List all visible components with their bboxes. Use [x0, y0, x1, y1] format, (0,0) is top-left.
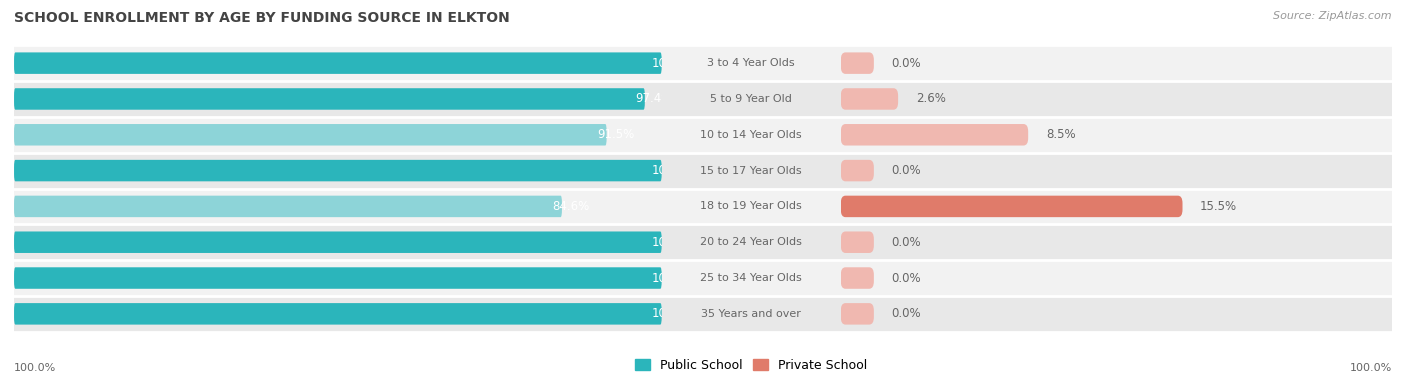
Text: 100.0%: 100.0%: [652, 164, 696, 177]
Bar: [841, 45, 1392, 81]
Bar: [14, 188, 662, 224]
Bar: [14, 260, 662, 296]
FancyBboxPatch shape: [14, 267, 662, 289]
Text: 2.6%: 2.6%: [915, 92, 946, 106]
Text: 100.0%: 100.0%: [652, 307, 696, 320]
Text: 18 to 19 Year Olds: 18 to 19 Year Olds: [700, 201, 801, 211]
Bar: [662, 296, 1406, 332]
Bar: [662, 45, 1406, 81]
Bar: [841, 188, 1392, 224]
Text: 100.0%: 100.0%: [652, 236, 696, 249]
Text: Source: ZipAtlas.com: Source: ZipAtlas.com: [1274, 11, 1392, 21]
Text: 100.0%: 100.0%: [1350, 363, 1392, 373]
Text: 0.0%: 0.0%: [891, 307, 921, 320]
Text: 97.4%: 97.4%: [636, 92, 672, 106]
Text: 100.0%: 100.0%: [14, 363, 56, 373]
FancyBboxPatch shape: [841, 303, 875, 325]
FancyBboxPatch shape: [14, 160, 662, 181]
Text: 15 to 17 Year Olds: 15 to 17 Year Olds: [700, 166, 801, 176]
Text: 84.6%: 84.6%: [553, 200, 589, 213]
Text: 0.0%: 0.0%: [891, 57, 921, 70]
Bar: [14, 224, 662, 260]
Text: 100.0%: 100.0%: [652, 57, 696, 70]
FancyBboxPatch shape: [14, 231, 662, 253]
Text: 15.5%: 15.5%: [1201, 200, 1237, 213]
Bar: [841, 296, 1392, 332]
Bar: [14, 45, 662, 81]
Text: 8.5%: 8.5%: [1046, 128, 1076, 141]
Text: SCHOOL ENROLLMENT BY AGE BY FUNDING SOURCE IN ELKTON: SCHOOL ENROLLMENT BY AGE BY FUNDING SOUR…: [14, 11, 510, 25]
Bar: [662, 188, 1406, 224]
Bar: [662, 117, 1406, 153]
Text: 91.5%: 91.5%: [598, 128, 634, 141]
Bar: [14, 81, 662, 117]
Bar: [841, 153, 1392, 188]
FancyBboxPatch shape: [14, 196, 562, 217]
Text: 3 to 4 Year Olds: 3 to 4 Year Olds: [707, 58, 794, 68]
FancyBboxPatch shape: [841, 52, 875, 74]
Text: 0.0%: 0.0%: [891, 271, 921, 285]
FancyBboxPatch shape: [14, 52, 662, 74]
Text: 20 to 24 Year Olds: 20 to 24 Year Olds: [700, 237, 803, 247]
Text: 0.0%: 0.0%: [891, 164, 921, 177]
Bar: [662, 260, 1406, 296]
Text: 0.0%: 0.0%: [891, 236, 921, 249]
FancyBboxPatch shape: [841, 267, 875, 289]
Bar: [14, 117, 662, 153]
Bar: [841, 260, 1392, 296]
FancyBboxPatch shape: [14, 88, 645, 110]
Bar: [14, 296, 662, 332]
Bar: [841, 81, 1392, 117]
FancyBboxPatch shape: [14, 124, 606, 146]
FancyBboxPatch shape: [841, 231, 875, 253]
FancyBboxPatch shape: [841, 124, 1028, 146]
Bar: [841, 117, 1392, 153]
Bar: [841, 224, 1392, 260]
Bar: [14, 153, 662, 188]
Legend: Public School, Private School: Public School, Private School: [630, 354, 872, 377]
FancyBboxPatch shape: [841, 196, 1182, 217]
Text: 10 to 14 Year Olds: 10 to 14 Year Olds: [700, 130, 801, 140]
FancyBboxPatch shape: [841, 160, 875, 181]
Text: 25 to 34 Year Olds: 25 to 34 Year Olds: [700, 273, 801, 283]
FancyBboxPatch shape: [14, 303, 662, 325]
FancyBboxPatch shape: [841, 88, 898, 110]
Bar: [662, 224, 1406, 260]
Text: 5 to 9 Year Old: 5 to 9 Year Old: [710, 94, 792, 104]
Bar: [662, 153, 1406, 188]
Text: 100.0%: 100.0%: [652, 271, 696, 285]
Bar: [662, 81, 1406, 117]
Text: 35 Years and over: 35 Years and over: [702, 309, 801, 319]
